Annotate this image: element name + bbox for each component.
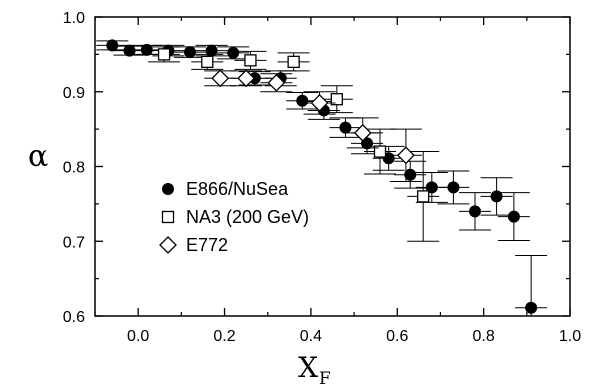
- x-axis-title: X: [298, 351, 318, 384]
- x-tick-label: 0.6: [386, 328, 408, 345]
- data-point: [404, 168, 417, 181]
- data-point: [396, 146, 415, 165]
- plot-axes: 0.0 0.2 0.4 0.6 0.8 1.0 0.6 0.7 0.8 0.9 1.0: [63, 10, 581, 345]
- data-point: [227, 46, 240, 59]
- data-point: [353, 123, 372, 142]
- y-tick-label: 0.6: [63, 309, 85, 326]
- data-point: [490, 190, 503, 203]
- data-point: [417, 190, 430, 203]
- legend-label: E772: [186, 235, 228, 255]
- data-point: [296, 94, 309, 107]
- data-point: [123, 44, 136, 57]
- y-tick-label: 0.7: [63, 234, 85, 251]
- y-tick-label: 0.9: [63, 85, 85, 102]
- data-point: [184, 46, 196, 59]
- x-tick-label: 0.0: [127, 328, 149, 345]
- y-tick-label: 0.8: [63, 160, 85, 177]
- series-3: [204, 69, 422, 182]
- y-axis-title: α: [28, 139, 48, 174]
- data-point: [507, 210, 520, 223]
- data-point: [211, 69, 230, 88]
- data-point: [157, 48, 171, 61]
- series-2: [148, 46, 440, 242]
- data-point: [205, 44, 218, 57]
- x-tick-label: 0.2: [213, 328, 235, 345]
- legend-marker: [162, 183, 174, 195]
- legend-label: NA3 (200 GeV): [186, 207, 309, 227]
- x-tick-label: 1.0: [559, 328, 581, 345]
- data-point: [237, 69, 256, 88]
- data-point: [525, 301, 538, 314]
- data-point: [469, 205, 481, 218]
- data-point: [267, 73, 286, 92]
- legend: E866/NuSea NA3 (200 GeV) E772: [159, 179, 309, 255]
- data-point: [330, 93, 343, 106]
- legend-marker: [159, 236, 177, 254]
- data-point: [106, 39, 119, 52]
- data-point: [287, 55, 300, 68]
- x-axis-title-subscript: F: [319, 369, 331, 388]
- data-point: [310, 94, 329, 112]
- data-point: [244, 54, 257, 67]
- y-tick-label: 1.0: [63, 10, 85, 27]
- x-tick-label: 0.8: [473, 328, 495, 345]
- data-point: [339, 121, 352, 134]
- data-marks: [96, 39, 548, 316]
- data-point: [447, 181, 460, 194]
- data-point: [373, 145, 387, 158]
- legend-label: E866/NuSea: [186, 179, 289, 199]
- x-tick-label: 0.4: [300, 328, 322, 345]
- series-1: [96, 39, 548, 316]
- data-point: [201, 55, 214, 68]
- legend-marker: [161, 210, 175, 224]
